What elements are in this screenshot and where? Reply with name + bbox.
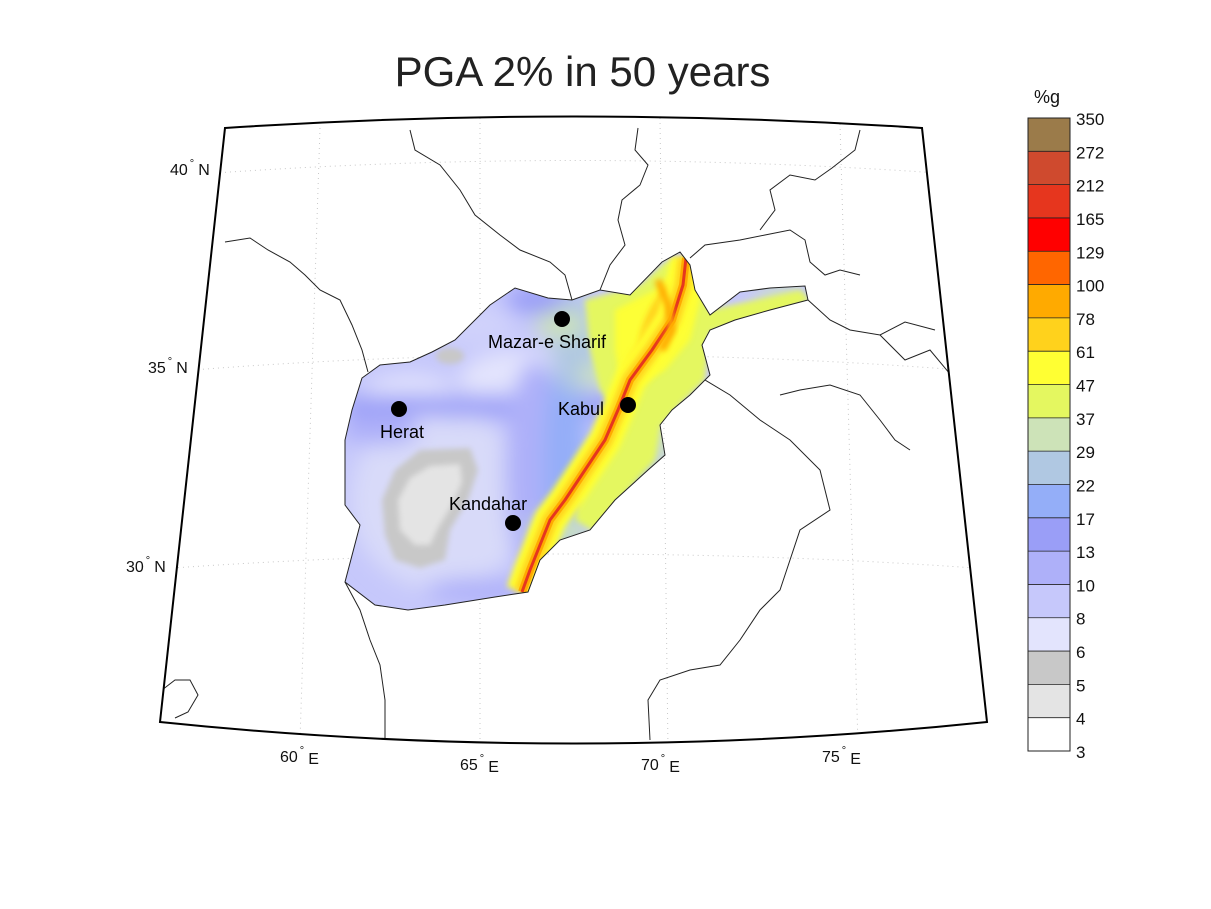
colorbar-swatch bbox=[1028, 551, 1070, 585]
colorbar-swatch bbox=[1028, 484, 1070, 519]
colorbar-swatch bbox=[1028, 684, 1070, 719]
colorbar-swatch bbox=[1028, 651, 1070, 685]
colorbar-tick-label: 29 bbox=[1076, 443, 1095, 462]
colorbar-swatch bbox=[1028, 118, 1070, 152]
colorbar-tick-label: 8 bbox=[1076, 610, 1085, 629]
colorbar-unit: %g bbox=[1034, 87, 1060, 107]
colorbar-tick-label: 61 bbox=[1076, 343, 1095, 362]
lon-label-70: 70 ° E bbox=[641, 753, 680, 776]
lat-label-35: 35 ° N bbox=[148, 356, 188, 377]
map-frame bbox=[158, 115, 989, 745]
city-marker bbox=[391, 401, 407, 417]
country-borders bbox=[161, 127, 971, 741]
colorbar-tick-label: 6 bbox=[1076, 643, 1085, 662]
lat-label-40: 40 ° N bbox=[170, 158, 210, 179]
colorbar-tick-label: 22 bbox=[1076, 476, 1095, 495]
colorbar-swatch bbox=[1028, 517, 1070, 552]
lon-label-75: 75 ° E bbox=[822, 745, 861, 768]
colorbar-tick-label: 100 bbox=[1076, 277, 1104, 296]
colorbar-swatches bbox=[1028, 118, 1070, 752]
colorbar-swatch bbox=[1028, 451, 1070, 485]
colorbar-swatch bbox=[1028, 284, 1070, 319]
colorbar-tick-label: 165 bbox=[1076, 210, 1104, 229]
lat-label-30: 30 ° N bbox=[126, 555, 166, 576]
colorbar-frame bbox=[1027, 117, 1071, 752]
colorbar-tick-label: 37 bbox=[1076, 410, 1095, 429]
colorbar-swatch bbox=[1028, 217, 1070, 252]
colorbar-tick-label: 78 bbox=[1076, 310, 1095, 329]
colorbar-tick-label: 47 bbox=[1076, 377, 1095, 396]
city-label: Kandahar bbox=[449, 494, 527, 514]
city-kabul: Kabul bbox=[558, 397, 636, 419]
colorbar-swatch bbox=[1028, 384, 1070, 419]
city-marker bbox=[505, 515, 521, 531]
colorbar-tick-label: 272 bbox=[1076, 143, 1104, 162]
city-label: Kabul bbox=[558, 399, 604, 419]
city-herat: Herat bbox=[380, 401, 424, 442]
colorbar-tick-label: 4 bbox=[1076, 710, 1085, 729]
colorbar-swatch bbox=[1028, 151, 1070, 186]
colorbar-tick-label: 129 bbox=[1076, 243, 1104, 262]
lon-label-60: 60 ° E bbox=[280, 745, 319, 768]
colorbar-swatch bbox=[1028, 617, 1070, 652]
colorbar: %g 350 272 212 165 129 100 78 61 47 37 29 22 17 13 10 8… bbox=[1027, 87, 1104, 762]
colorbar-swatch bbox=[1028, 184, 1070, 219]
colorbar-swatch bbox=[1028, 317, 1070, 352]
colorbar-tick-label: 10 bbox=[1076, 576, 1095, 595]
city-marker bbox=[620, 397, 636, 413]
city-label: Mazar-e Sharif bbox=[488, 332, 607, 352]
colorbar-swatch bbox=[1028, 251, 1070, 286]
city-mazar-e-sharif: Mazar-e Sharif bbox=[488, 311, 607, 352]
colorbar-swatch bbox=[1028, 417, 1070, 452]
colorbar-swatch bbox=[1028, 717, 1070, 752]
colorbar-tick-label: 5 bbox=[1076, 676, 1085, 695]
colorbar-tick-label: 3 bbox=[1076, 743, 1085, 762]
colorbar-swatch bbox=[1028, 351, 1070, 386]
colorbar-tick-label: 13 bbox=[1076, 543, 1095, 562]
lon-label-65: 65 ° E bbox=[460, 753, 499, 776]
map-title: PGA 2% in 50 years bbox=[394, 48, 771, 95]
city-kandahar: Kandahar bbox=[449, 494, 527, 531]
city-marker bbox=[554, 311, 570, 327]
colorbar-swatch bbox=[1028, 584, 1070, 619]
colorbar-ticks: 350 272 212 165 129 100 78 61 47 37 29 22 17 13 10 8 6 5 4… bbox=[1028, 110, 1104, 762]
colorbar-tick-label: 212 bbox=[1076, 177, 1104, 196]
colorbar-tick-label: 350 bbox=[1076, 110, 1104, 129]
colorbar-tick-label: 17 bbox=[1076, 510, 1095, 529]
city-label: Herat bbox=[380, 422, 424, 442]
